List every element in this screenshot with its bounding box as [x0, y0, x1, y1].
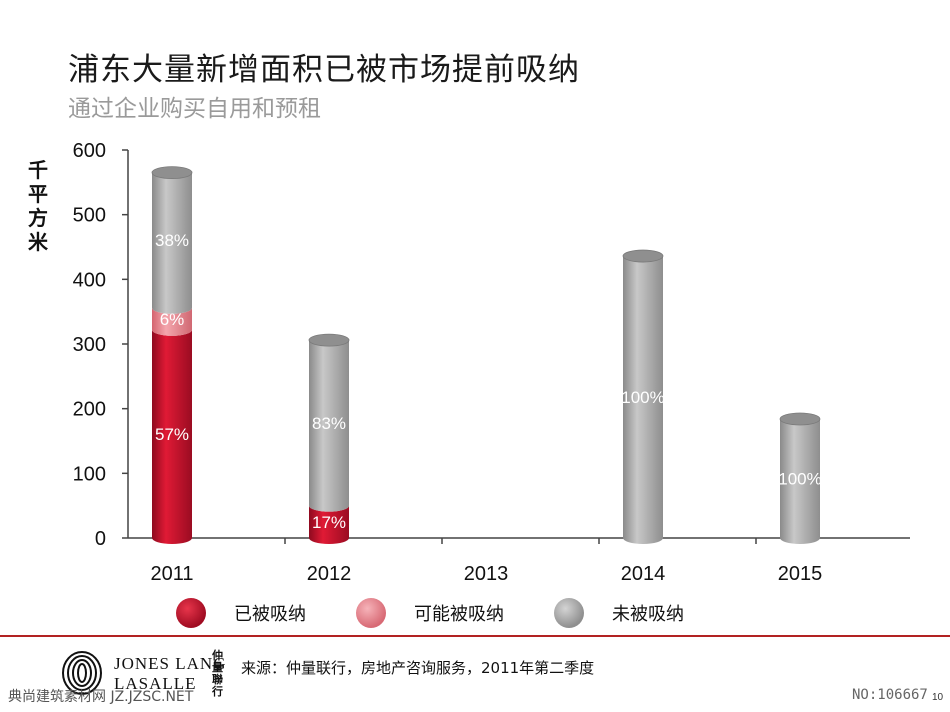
y-tick-label: 300 [73, 334, 106, 356]
bar-data-label: 100% [621, 388, 664, 407]
bar-segment-2012-0 [309, 505, 349, 544]
x-tick-label: 2015 [778, 563, 823, 585]
bar-data-label: 83% [312, 414, 346, 433]
logo-wordmark: JONES LANG LASALLE [114, 654, 227, 693]
document-number: NO:106667 [852, 687, 928, 703]
legend-swatch [554, 598, 584, 628]
bar-segment-2011-1 [152, 307, 192, 336]
slide-title: 浦东大量新增面积已被市场提前吸纳 [68, 52, 580, 88]
legend-swatch [176, 598, 206, 628]
bar-data-label: 17% [312, 513, 346, 532]
bar-top-cap-2011 [151, 166, 193, 180]
bar-segment-2011-2 [152, 172, 192, 314]
bar-data-label: 57% [155, 425, 189, 444]
watermark-text: 典尚建筑素材网 JZ.JZSC.NET [8, 689, 194, 705]
slide-subtitle: 通过企业购买自用和预租 [68, 96, 321, 122]
bar-top-cap-2015 [779, 412, 821, 426]
source-note: 来源：仲量联行，房地产咨询服务，2011年第二季度 [241, 659, 595, 677]
chart-legend: 已被吸纳 可能被吸纳 未被吸纳 [0, 592, 950, 632]
y-tick-label: 400 [73, 269, 106, 291]
chart-axes: 0 100 200 300 400 500 600 2011 2012 2013 2014 2015 [73, 140, 910, 585]
chart-bar-labels: 57% 6% 38% 17% 83% 100% 100% [155, 231, 822, 532]
legend-swatch [356, 598, 386, 628]
fingerprint-logo-icon [62, 651, 102, 695]
page-number: 10 [932, 692, 944, 703]
bar-segment-2015-2 [780, 419, 820, 544]
bar-data-label: 100% [778, 470, 821, 489]
x-tick-label: 2013 [464, 563, 509, 585]
company-logo: JONES LANG LASALLE 仲量聯行 [60, 650, 230, 698]
y-tick-label: 200 [73, 399, 106, 421]
bar-data-label: 38% [155, 231, 189, 250]
logo-cjk-mark: 仲量聯行 [212, 649, 223, 698]
footer-divider [0, 635, 950, 637]
y-axis-label: 千平方米 [28, 158, 48, 254]
x-tick-label: 2012 [307, 563, 352, 585]
bar-top-cap-2012 [308, 333, 350, 347]
bar-data-label: 6% [160, 310, 185, 329]
legend-label: 已被吸纳 [234, 604, 306, 625]
bar-top-cap-2014 [622, 249, 664, 263]
bar-segment-2014-2 [623, 256, 663, 544]
y-tick-label: 500 [73, 205, 106, 227]
legend-label: 未被吸纳 [612, 604, 684, 625]
legend-label: 可能被吸纳 [414, 604, 504, 625]
x-tick-label: 2014 [621, 563, 666, 585]
bar-segment-2011-0 [152, 329, 192, 544]
y-tick-label: 0 [95, 528, 106, 550]
y-tick-label: 600 [73, 140, 106, 162]
y-tick-label: 100 [73, 463, 106, 485]
x-tick-label: 2011 [150, 563, 193, 585]
bar-segment-2012-2 [309, 340, 349, 512]
chart-bars [151, 166, 821, 544]
